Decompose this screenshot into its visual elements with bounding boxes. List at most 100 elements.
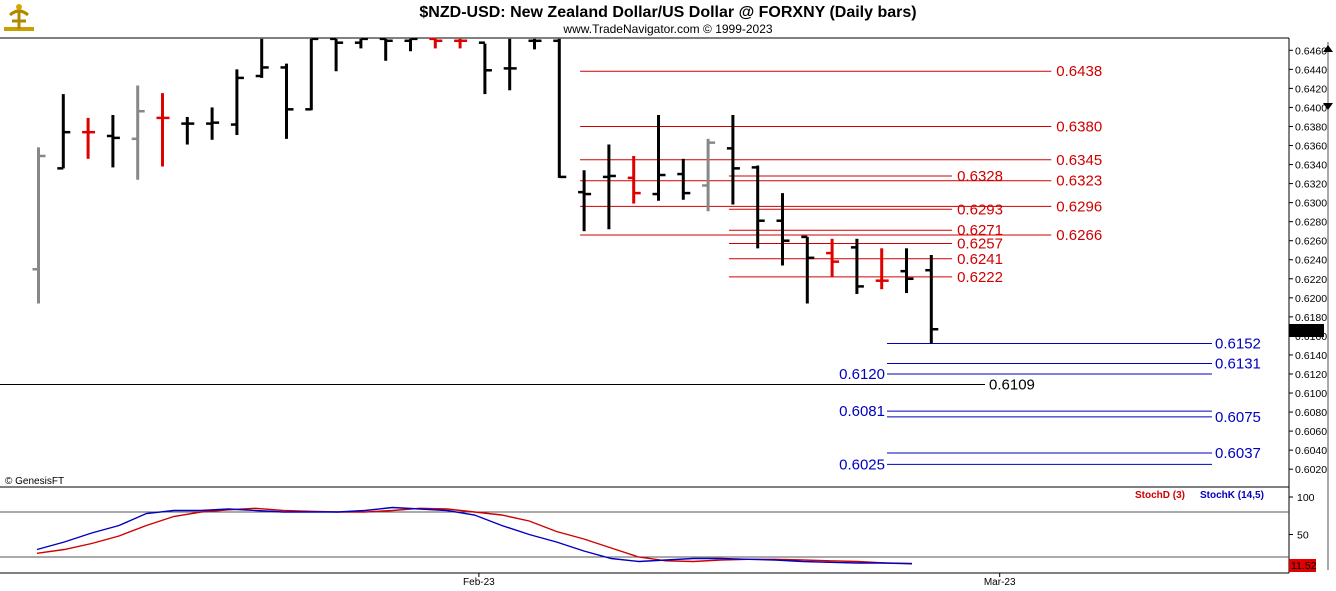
price-tick-label: 0.6080: [1295, 407, 1327, 419]
resistance-label: 0.6438: [1056, 63, 1102, 80]
legend-stoch-k: StochK (14,5): [1200, 490, 1264, 501]
price-tick-label: 0.6120: [1295, 369, 1327, 381]
support-label: 0.6081: [839, 403, 885, 420]
price-tick-label: 0.6020: [1295, 464, 1327, 476]
price-tick-label: 0.6260: [1295, 236, 1327, 248]
price-tick-label: 0.6380: [1295, 121, 1327, 133]
stoch-last-label: 11.52: [1291, 560, 1317, 572]
price-bar: [429, 37, 443, 49]
price-bar: [255, 38, 269, 78]
price-bar: [354, 37, 368, 49]
stochastic-panel: 100 50: [0, 492, 1315, 565]
price-bar: [627, 155, 641, 204]
price-tick-label: 0.6460: [1295, 45, 1327, 57]
chart-header: $NZD-USD: New Zealand Dollar/US Dollar @…: [419, 4, 916, 36]
time-axis: Feb-23 Mar-23: [463, 573, 1016, 588]
support-label: 0.6120: [839, 366, 885, 383]
price-bar: [826, 238, 840, 277]
price-tick-label: 0.6240: [1295, 255, 1327, 267]
support-label: 0.6152: [1215, 336, 1261, 353]
price-bar: [379, 37, 393, 61]
scroll-up-arrow-icon[interactable]: [1323, 45, 1333, 52]
price-tick-label: 0.6220: [1295, 274, 1327, 286]
support-label: 0.6037: [1215, 445, 1261, 462]
chart-title: $NZD-USD: New Zealand Dollar/US Dollar @…: [419, 4, 916, 21]
support-label: 0.6025: [839, 456, 885, 473]
scroll-down-arrow-icon[interactable]: [1323, 103, 1333, 110]
price-bar: [677, 158, 691, 200]
resistance-label: 0.6266: [1056, 227, 1102, 244]
last-price-label: 0.6167: [1291, 325, 1323, 337]
price-tick-label: 0.6140: [1295, 350, 1327, 362]
price-levels: 0.6438 0.6380 0.6345 0.6323 0.6296 0.6266 0.63…: [0, 63, 1261, 473]
price-bar: [702, 138, 716, 212]
price-bar: [330, 37, 344, 72]
logo-icon: [4, 4, 34, 31]
resistance-label: 0.6323: [1056, 173, 1102, 190]
price-bar: [305, 37, 319, 111]
price-bar: [503, 38, 517, 91]
stoch-last-tag: 11.52: [1289, 559, 1317, 572]
price-tick-label: 0.6180: [1295, 312, 1327, 324]
price-bar: [652, 115, 666, 201]
price-bar: [454, 38, 468, 49]
resistance-label: 0.6241: [957, 251, 1003, 268]
resistance-label: 0.6345: [1056, 152, 1102, 169]
resistance-label: 0.6293: [957, 201, 1003, 218]
price-tick-label: 0.6400: [1295, 102, 1327, 114]
price-tick-label: 0.6280: [1295, 217, 1327, 229]
support-label: 0.6131: [1215, 356, 1261, 373]
price-bar: [230, 69, 244, 136]
chart-subtitle: www.TradeNavigator.com © 1999-2023: [562, 22, 772, 36]
price-tick-label: 0.6040: [1295, 445, 1327, 457]
price-tick-label: 0.6200: [1295, 293, 1327, 305]
copyright-label: © GenesisFT: [5, 476, 64, 487]
time-tick-label: Mar-23: [984, 577, 1016, 588]
resistance-label: 0.6296: [1056, 198, 1102, 215]
resistance-label: 0.6222: [957, 269, 1003, 286]
price-tick-label: 0.6360: [1295, 141, 1327, 153]
price-bar: [726, 115, 740, 205]
price-bar: [776, 193, 790, 266]
last-price-tag: 0.6167: [1289, 324, 1324, 337]
price-bar: [553, 38, 567, 179]
stoch-tick-label: 100: [1297, 492, 1315, 504]
price-tick-label: 0.6340: [1295, 160, 1327, 172]
price-bar: [280, 63, 294, 139]
price-bar: [801, 235, 815, 304]
resistance-label: 0.6328: [957, 168, 1003, 185]
price-bar: [131, 85, 145, 180]
resistance-label: 0.6257: [957, 236, 1003, 253]
price-tick-label: 0.6440: [1295, 64, 1327, 76]
price-bar: [602, 144, 616, 230]
stoch-d-line: [36, 507, 913, 565]
resistance-label: 0.6271: [957, 222, 1003, 239]
price-bar: [156, 93, 170, 167]
price-axis: 0.6460 0.6440 0.6420 0.6400 0.6380 0.6360 0.63…: [1289, 45, 1327, 476]
price-bar: [925, 254, 939, 344]
price-bar: [528, 38, 542, 50]
price-tick-label: 0.6100: [1295, 388, 1327, 400]
time-tick-label: Feb-23: [463, 577, 495, 588]
price-bar: [82, 117, 96, 159]
price-bar: [478, 41, 492, 95]
stoch-k-line: [36, 506, 913, 565]
price-bar: [404, 37, 418, 52]
price-tick-label: 0.6420: [1295, 83, 1327, 95]
price-bar: [875, 248, 889, 290]
price-tick-label: 0.6060: [1295, 426, 1327, 438]
support-label: 0.6075: [1215, 409, 1261, 426]
price-bar: [850, 238, 864, 295]
stoch-tick-label: 50: [1297, 530, 1309, 542]
price-bar: [106, 115, 120, 168]
price-bar: [32, 147, 46, 304]
price-bar: [181, 116, 195, 145]
reference-label: 0.6109: [989, 376, 1035, 393]
price-bars: [32, 37, 939, 344]
price-tick-label: 0.6320: [1295, 179, 1327, 191]
price-bar: [751, 165, 765, 249]
price-bar: [900, 248, 914, 294]
price-bar: [206, 107, 220, 140]
price-tick-label: 0.6300: [1295, 198, 1327, 210]
